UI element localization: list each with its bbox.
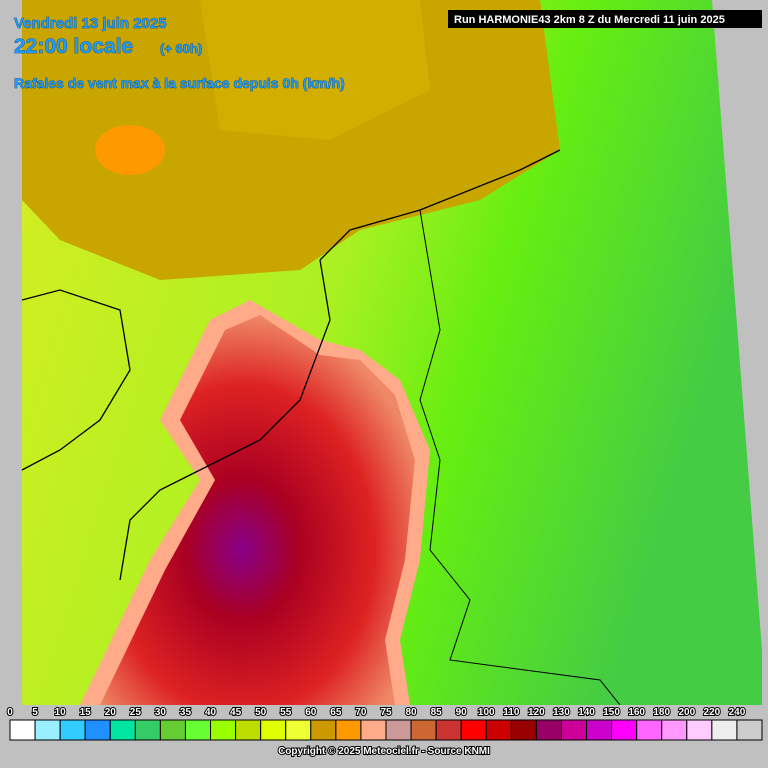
legend-label: 45 [230, 707, 242, 718]
legend-label: 60 [305, 707, 317, 718]
legend-label: 100 [478, 707, 495, 718]
legend-swatch [9, 719, 36, 741]
legend-label: 85 [431, 707, 443, 718]
legend-label: 110 [503, 707, 520, 718]
legend-swatch [460, 719, 487, 741]
time: 22:00 locale [14, 35, 133, 58]
legend-label: 180 [653, 707, 670, 718]
run-info: Run HARMONIE43 2km 8 Z du Mercredi 11 ju… [454, 14, 725, 26]
legend-swatch [611, 719, 638, 741]
legend-swatch [661, 719, 688, 741]
legend-label: 65 [330, 707, 342, 718]
legend-swatch [260, 719, 287, 741]
legend-label: 70 [355, 707, 367, 718]
offset: (+ 60h) [160, 41, 202, 56]
legend-swatch [385, 719, 412, 741]
legend-swatch [59, 719, 86, 741]
gust-zone [95, 125, 165, 175]
legend-label: 130 [553, 707, 570, 718]
legend-swatch [84, 719, 111, 741]
legend-label: 200 [678, 707, 695, 718]
legend-swatch [159, 719, 186, 741]
storm-core [100, 315, 415, 705]
legend-swatch [560, 719, 588, 741]
legend-label: 40 [205, 707, 217, 718]
border [419, 209, 621, 706]
legend-label: 120 [528, 707, 545, 718]
legend-swatch [711, 719, 738, 741]
legend-swatch [134, 719, 161, 741]
legend-swatch [184, 719, 212, 741]
legend-swatch [335, 719, 362, 741]
date: Vendredi 13 juin 2025 [14, 15, 167, 32]
legend-label: 55 [280, 707, 292, 718]
legend-swatch [235, 719, 262, 741]
legend-swatch [210, 719, 237, 741]
legend-label: 240 [729, 707, 746, 718]
subtitle: Rafales de vent max à la surface depuis … [14, 75, 345, 91]
legend: 0 5 10 15 20 25 30 35 40 45 50 55 60 65 70 75 80 85 90 100 1… [6, 706, 763, 741]
legend-swatch [435, 719, 462, 741]
legend-swatch [285, 719, 312, 741]
legend-label: 75 [380, 707, 392, 718]
sea-zone [200, 0, 430, 140]
legend-swatch [736, 719, 763, 741]
legend-label: 90 [456, 707, 468, 718]
legend-label: 35 [180, 707, 192, 718]
legend-swatch [360, 719, 387, 741]
legend-swatch [636, 719, 663, 741]
legend-swatch [310, 719, 337, 741]
legend-label: 0 [7, 707, 13, 718]
legend-swatch [586, 719, 613, 741]
legend-swatch [485, 719, 512, 741]
legend-label: 20 [105, 707, 117, 718]
legend-swatch [510, 719, 537, 741]
legend-label: 5 [32, 707, 38, 718]
legend-label: 15 [80, 707, 92, 718]
copyright: Copyright © 2025 Meteociel.fr - Source K… [278, 746, 490, 757]
legend-swatch [109, 719, 136, 741]
legend-swatch [34, 719, 61, 741]
legend-label: 80 [406, 707, 418, 718]
legend-swatch [686, 719, 713, 741]
legend-label: 160 [628, 707, 645, 718]
legend-label: 150 [603, 707, 620, 718]
legend-swatch [410, 719, 437, 741]
legend-label: 10 [55, 707, 67, 718]
legend-label: 220 [704, 707, 721, 718]
legend-label: 30 [155, 707, 167, 718]
coastline [21, 289, 131, 471]
legend-label: 140 [578, 707, 595, 718]
legend-label: 25 [130, 707, 142, 718]
run-box [448, 10, 762, 28]
legend-label: 50 [255, 707, 267, 718]
legend-swatch [535, 719, 562, 741]
